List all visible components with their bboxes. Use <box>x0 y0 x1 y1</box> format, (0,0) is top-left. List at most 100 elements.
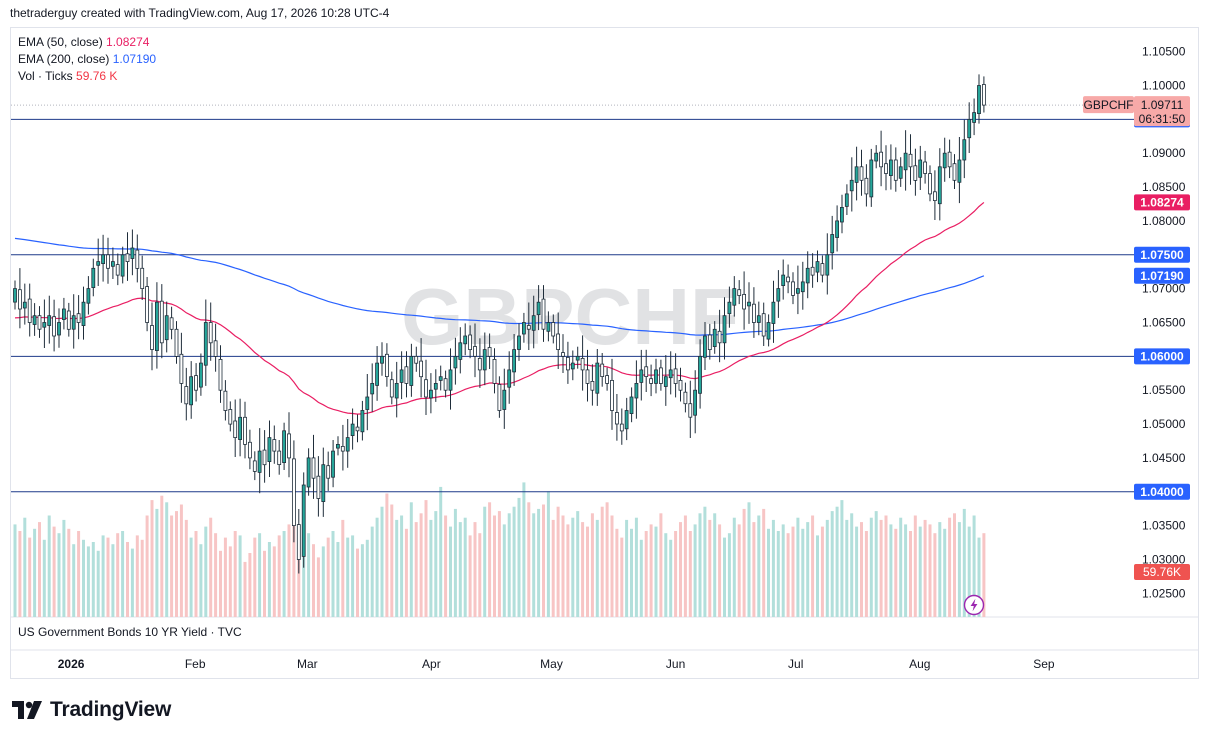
candle-body <box>140 267 145 289</box>
volume-bar <box>742 508 746 617</box>
volume-bar <box>634 517 638 617</box>
volume-bar <box>610 515 614 617</box>
candle-body <box>340 445 345 452</box>
legend-ema200[interactable]: EMA (200, close) 1.07190 <box>18 52 156 66</box>
volume-bar <box>962 508 966 617</box>
volume-bar <box>752 522 756 617</box>
candle-body <box>913 165 918 181</box>
volume-bar <box>453 508 457 617</box>
candle-body <box>404 366 409 384</box>
candle-body <box>487 347 492 357</box>
volume-bar <box>497 511 501 617</box>
volume-bar <box>238 535 242 617</box>
volume-bar <box>933 533 937 617</box>
candle-body <box>507 369 512 388</box>
volume-bar <box>899 517 903 617</box>
volume-bar <box>116 533 120 617</box>
volume-bar <box>546 491 550 617</box>
volume-bar <box>551 519 555 617</box>
legend-ema50[interactable]: EMA (50, close) 1.08274 <box>18 35 149 49</box>
pane2-title[interactable]: US Government Bonds 10 YR Yield · TVC <box>18 625 242 639</box>
candle-body <box>928 173 932 195</box>
level-badge-bg <box>1134 483 1190 500</box>
candle-body <box>639 369 644 383</box>
candle-body <box>287 433 291 459</box>
volume-bar <box>644 531 648 617</box>
candle-body <box>522 322 526 335</box>
candle-body <box>551 322 556 337</box>
legend-volume[interactable]: Vol · Ticks 59.76 K <box>18 69 117 83</box>
candle-body <box>247 441 252 459</box>
candle-body <box>732 288 737 306</box>
x-tick-label: Feb <box>185 657 206 671</box>
volume-bar <box>302 539 306 617</box>
volume-bar <box>209 517 213 617</box>
candle-body <box>198 362 203 388</box>
candle-body <box>619 423 624 432</box>
volume-bar <box>561 515 565 617</box>
candle-body <box>267 437 272 463</box>
level-badge: 1.07500 <box>1140 248 1184 262</box>
candle-body <box>791 281 795 296</box>
candle-body <box>22 301 27 309</box>
candle-body <box>463 335 468 345</box>
volume-bar <box>404 528 408 617</box>
volume-bar <box>537 508 541 617</box>
volume-bar <box>439 486 443 617</box>
candle-body <box>335 443 340 449</box>
volume-bar <box>830 511 834 617</box>
x-tick-label: Jun <box>666 657 685 671</box>
volume-bar <box>184 519 188 617</box>
candle-body <box>57 322 61 336</box>
candle-body <box>615 412 619 425</box>
volume-bar <box>463 517 467 617</box>
volume-bar <box>449 526 452 617</box>
volume-bar <box>889 524 893 617</box>
volume-bar <box>674 531 678 617</box>
candle-body <box>218 358 223 391</box>
candle-body <box>169 317 174 330</box>
candle-body <box>874 152 879 162</box>
candle-body <box>262 449 267 466</box>
candle-body <box>473 346 477 357</box>
volume-bar <box>894 528 898 617</box>
volume-bar <box>228 546 232 617</box>
candles <box>13 74 986 574</box>
candle-body <box>659 367 663 384</box>
x-tick-label: Mar <box>297 657 318 671</box>
candle-body <box>365 396 370 410</box>
tradingview-logo[interactable]: TradingView <box>12 697 171 723</box>
candle-body <box>150 325 154 350</box>
y-tick-label: 1.05000 <box>1142 417 1186 431</box>
candle-body <box>605 375 609 384</box>
candle-body <box>898 166 903 179</box>
candle-body <box>546 322 551 332</box>
chart-frame[interactable] <box>10 27 1199 679</box>
candle-body <box>257 450 262 473</box>
candle-body <box>933 191 937 202</box>
volume-bar <box>170 515 174 617</box>
volume-bar <box>517 497 521 617</box>
candle-body <box>722 315 727 344</box>
candle-body <box>115 264 120 276</box>
candle-body <box>556 333 560 351</box>
volume-bar <box>77 531 81 617</box>
volume-bar <box>806 522 810 617</box>
volume-bar <box>106 537 110 617</box>
volume-bar <box>375 517 379 617</box>
volume-bar <box>649 524 653 617</box>
tradingview-logo-icon <box>12 701 42 719</box>
bolt-icon[interactable] <box>963 594 985 616</box>
volume-bar <box>639 539 643 617</box>
ema200-line <box>14 237 985 336</box>
candle-body <box>776 288 781 302</box>
volume-bar <box>179 504 183 617</box>
candle-body <box>752 303 756 323</box>
volume-bar <box>864 531 868 617</box>
candle-body <box>282 430 287 463</box>
time-axis: 2026 Feb Mar Apr May Jun Jul Aug Sep <box>58 657 1055 671</box>
volume-bar <box>855 526 859 617</box>
price-axis: 1.10500 1.10000 1.09000 1.08500 1.08000 1.070… <box>1142 45 1186 601</box>
volume-bar <box>948 517 952 617</box>
